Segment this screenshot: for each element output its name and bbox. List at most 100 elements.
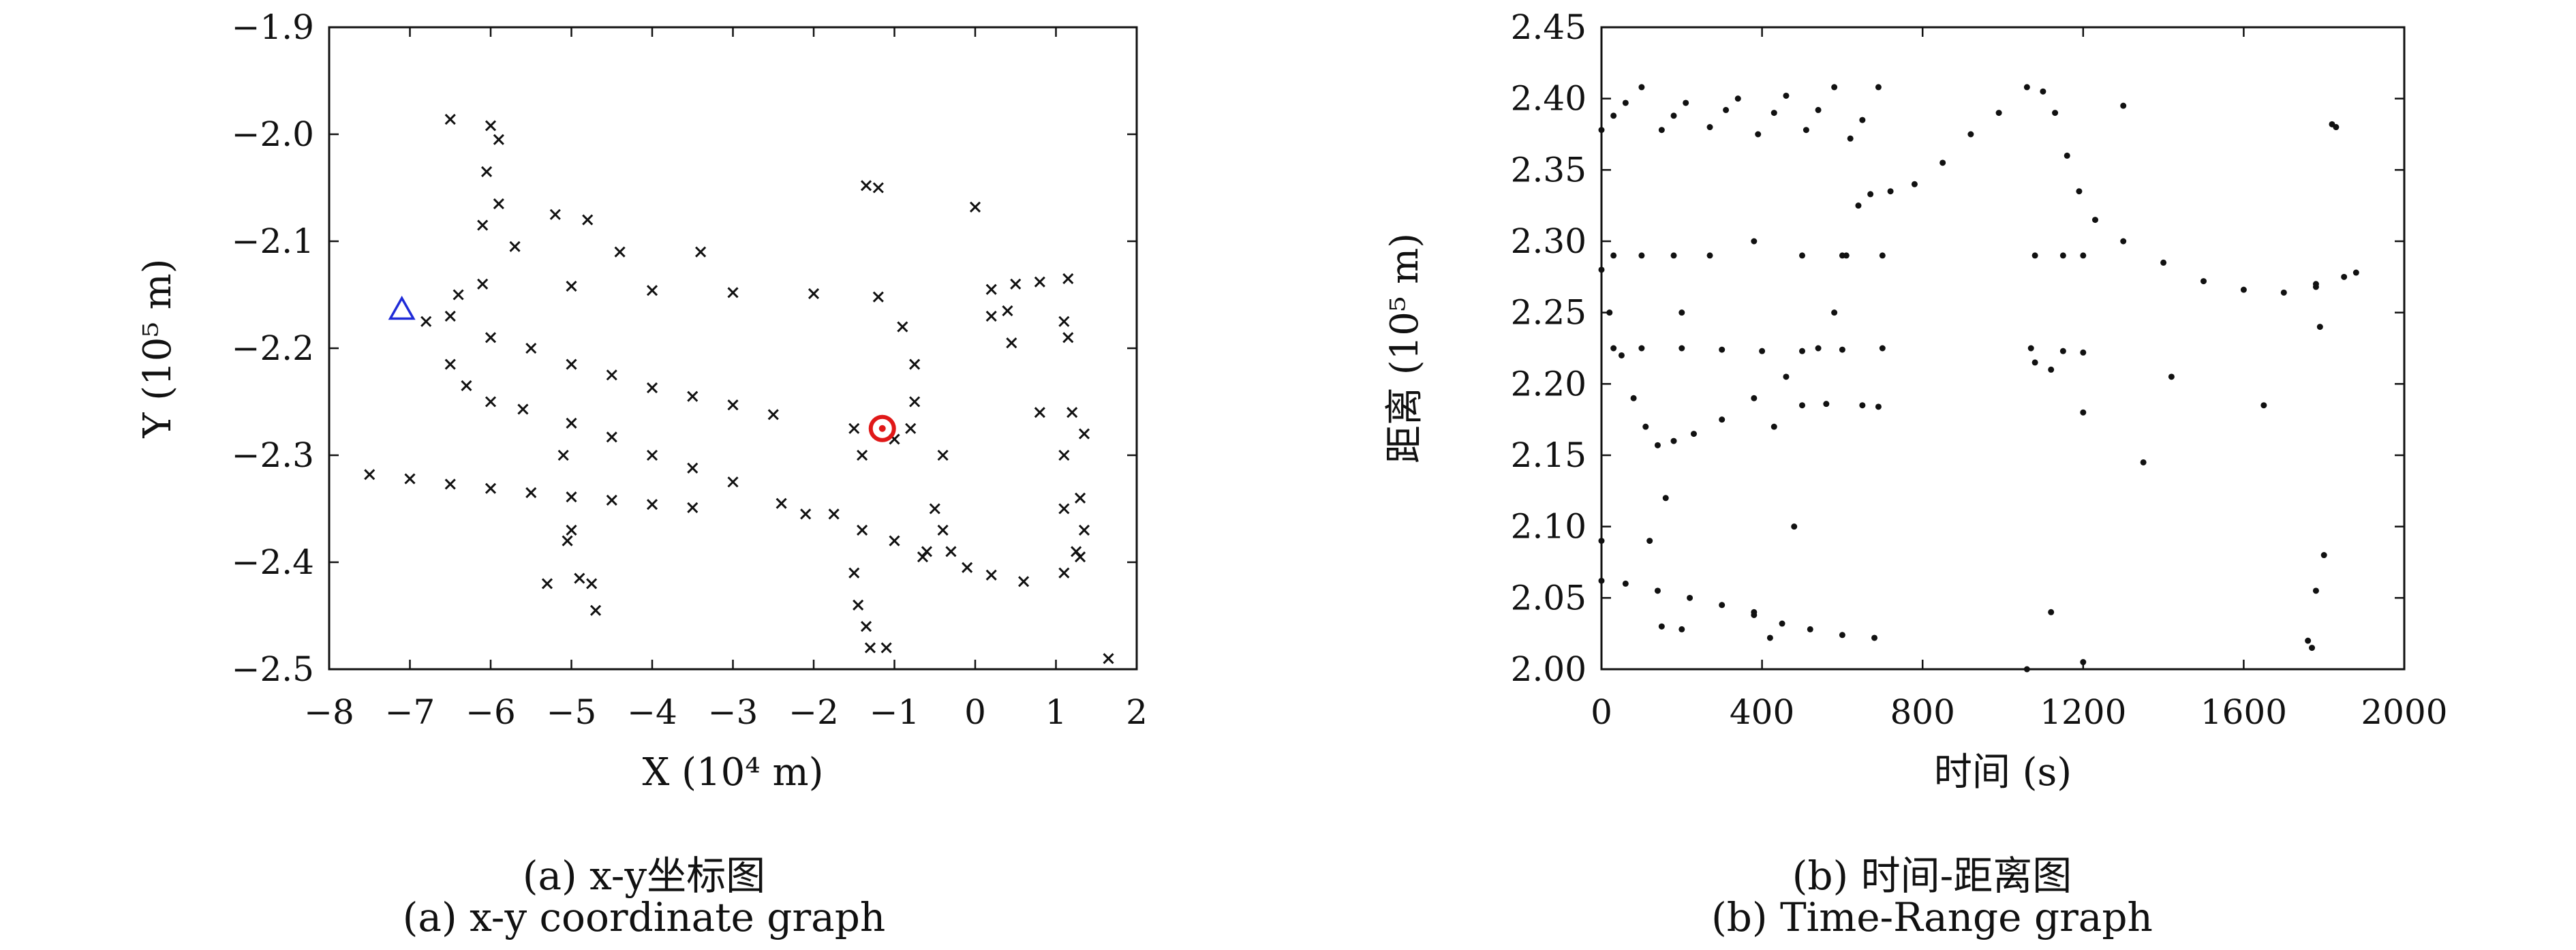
- data-point: [444, 358, 456, 370]
- y-tick-label: −2.3: [232, 435, 314, 475]
- data-point: [2048, 366, 2055, 373]
- data-point: [1062, 332, 1074, 343]
- data-point: [853, 599, 864, 611]
- data-point: [1867, 191, 1874, 198]
- data-point: [1006, 337, 1017, 349]
- data-point: [1078, 524, 1090, 536]
- x-tick-label: −7: [385, 692, 435, 732]
- data-point: [848, 567, 860, 579]
- caption-a-cn: (a) x-y坐标图: [522, 853, 766, 899]
- data-point: [687, 390, 699, 402]
- data-point: [453, 289, 464, 301]
- x-tick-label: 1200: [2040, 692, 2126, 732]
- data-point: [485, 482, 497, 494]
- data-point: [2027, 345, 2034, 352]
- data-point: [1683, 99, 1689, 106]
- data-point: [1719, 416, 1726, 423]
- data-point: [2031, 359, 2038, 366]
- data-point: [1642, 423, 1649, 430]
- data-point: [1071, 546, 1082, 557]
- x-tick-label: 400: [1730, 692, 1794, 732]
- data-point: [1799, 348, 1805, 354]
- data-point: [1879, 345, 1886, 352]
- data-point: [1859, 117, 1866, 123]
- data-point: [1875, 84, 1882, 91]
- data-point: [549, 209, 561, 220]
- data-point: [1610, 252, 1617, 259]
- data-point: [606, 369, 617, 381]
- panel-b: 0 400 800 1200 1600 2000 2.00 2.05 2.10 2.15 2.20 2…: [1288, 0, 2576, 950]
- data-point: [1062, 273, 1074, 285]
- data-point: [1078, 428, 1090, 440]
- data-point: [1815, 106, 1822, 113]
- y-tick-label: −1.9: [232, 7, 314, 47]
- data-point: [2091, 217, 2098, 224]
- data-point: [1815, 345, 1822, 352]
- data-point: [444, 113, 456, 125]
- x-tick-label: −5: [547, 692, 597, 732]
- data-point: [493, 134, 504, 145]
- y-axis-label: Y (10⁵ m): [136, 258, 180, 438]
- data-point: [1598, 538, 1605, 545]
- data-point: [477, 278, 489, 290]
- data-point: [566, 524, 577, 536]
- data-point: [557, 449, 569, 461]
- data-point: [606, 494, 617, 506]
- data-point: [1706, 252, 1713, 259]
- data-point: [1598, 127, 1605, 134]
- data-point: [2031, 252, 2038, 259]
- data-point: [2080, 659, 2087, 666]
- data-point: [461, 380, 472, 392]
- data-point: [364, 469, 375, 480]
- y-tick-label: 2.15: [1511, 435, 1586, 475]
- data-point: [444, 478, 456, 490]
- data-point: [767, 409, 779, 420]
- data-point: [1678, 626, 1685, 632]
- data-point: [727, 476, 739, 488]
- data-point: [969, 201, 981, 213]
- data-point: [1839, 346, 1845, 353]
- data-point: [1630, 395, 1637, 401]
- data-point: [2305, 637, 2312, 644]
- data-point: [485, 332, 497, 343]
- data-point: [1734, 95, 1741, 102]
- y-tick-label: 2.30: [1511, 221, 1586, 261]
- data-point: [2048, 609, 2055, 615]
- end-marker-center: [878, 425, 886, 432]
- data-point: [2329, 121, 2335, 127]
- y-tick-label: −2.4: [232, 542, 314, 582]
- data-point: [1751, 609, 1758, 615]
- data-point: [541, 578, 553, 589]
- caption-a-en: (a) x-y coordinate graph: [402, 894, 886, 940]
- data-point: [1887, 188, 1894, 195]
- data-point: [1719, 602, 1726, 609]
- data-point: [1606, 309, 1613, 316]
- x-tick-label: −8: [304, 692, 354, 732]
- chart-a-svg: −8 −7 −6 −5 −4 −3 −2 −1 0 1 2 −1.9 −2.0 −2.1 −2.2 −2.3 −…: [136, 7, 1148, 795]
- data-point: [1783, 92, 1790, 99]
- data-point: [2076, 188, 2083, 195]
- data-point: [1034, 276, 1045, 288]
- data-point: [566, 358, 577, 370]
- data-point: [646, 499, 658, 510]
- data-point: [2059, 252, 2066, 259]
- data-point: [614, 246, 626, 258]
- data-point: [1875, 403, 1882, 410]
- data-point: [1839, 632, 1845, 639]
- caption-b-en: (b) Time-Range graph: [1711, 894, 2153, 940]
- caption-b-cn: (b) 时间-距离图: [1792, 853, 2072, 899]
- data-point: [586, 578, 598, 589]
- data-point: [1670, 252, 1677, 259]
- data-point: [2140, 459, 2147, 465]
- data-point: [2240, 286, 2247, 293]
- data-point: [872, 182, 884, 194]
- data-point: [2059, 348, 2066, 354]
- data-point: [1670, 112, 1677, 119]
- data-point: [420, 316, 432, 327]
- data-point: [646, 285, 658, 296]
- data-point: [1871, 634, 1878, 641]
- x-tick-label: 1600: [2201, 692, 2287, 732]
- data-point: [2309, 645, 2316, 652]
- data-point: [566, 491, 577, 503]
- data-point: [1799, 252, 1805, 259]
